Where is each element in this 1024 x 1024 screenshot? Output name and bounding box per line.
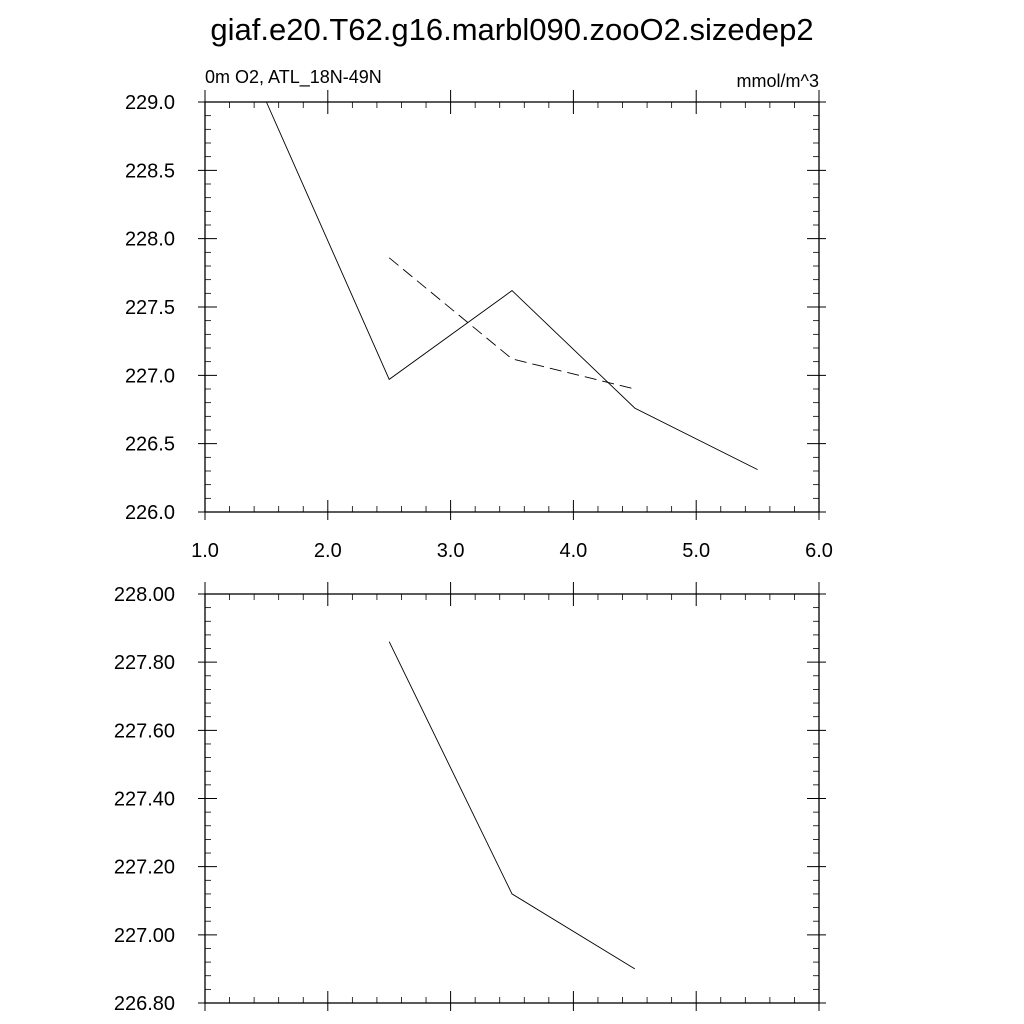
chart-top-x-tick-label: 6.0 (805, 540, 833, 562)
chart-top-series-dashed-line (388, 257, 635, 390)
chart-bottom-y-tick-label: 227.00 (114, 925, 175, 947)
chart-top-y-tick-label: 228.5 (125, 160, 175, 182)
chart-bottom-series-solid-line (388, 641, 636, 970)
chart-bottom-plot-frame (204, 593, 820, 1004)
chart-top-plot-frame (204, 101, 820, 513)
chart-top-series-solid-line (265, 101, 758, 471)
chart-top-y-tick-label: 227.0 (125, 365, 175, 387)
chart-top-y-tick-label: 229.0 (125, 92, 175, 114)
chart-top-axes: 1.0 2.0 3.0 4.0 5.0 6.0 226.0 226.5 227.0 227.5 22… (125, 90, 833, 562)
chart-top-series (265, 101, 758, 471)
chart-bottom-y-tick-label: 226.80 (114, 993, 175, 1015)
chart-bottom-y-tick-label: 227.60 (114, 720, 175, 742)
chart-bottom-y-tick-label: 227.80 (114, 652, 175, 674)
chart-bottom-y-tick-label: 228.00 (114, 584, 175, 606)
chart-top-x-tick-label: 2.0 (314, 540, 342, 562)
chart-top-y-tick-label: 226.0 (125, 502, 175, 524)
chart-bottom-y-tick-label: 227.20 (114, 857, 175, 879)
chart-top-units-label: mmol/m^3 (737, 71, 819, 91)
chart-top-x-tick-label: 1.0 (191, 540, 219, 562)
chart-bottom-series (388, 641, 636, 970)
chart-top-x-tick-label: 4.0 (559, 540, 587, 562)
chart-top-left-label: 0m O2, ATL_18N-49N (205, 67, 382, 88)
chart-top-x-tick-label: 5.0 (682, 540, 710, 562)
chart-bottom-axes: 226.80 227.00 227.20 227.40 227.60 227.80 228.… (114, 582, 826, 1015)
chart-bottom-y-tick-label: 227.40 (114, 789, 175, 811)
chart-top-y-tick-label: 228.0 (125, 229, 175, 251)
chart-top: 0m O2, ATL_18N-49N mmol/m^3 1.0 2.0 3.0 4.0… (125, 67, 833, 562)
chart-top-x-tick-label: 3.0 (437, 540, 465, 562)
chart-top-y-tick-label: 226.5 (125, 434, 175, 456)
chart-bottom: 226.80 227.00 227.20 227.40 227.60 227.80 228.… (114, 582, 826, 1015)
page-title: giaf.e20.T62.g16.marbl090.zooO2.sizedep2 (210, 12, 813, 47)
chart-top-y-tick-label: 227.5 (125, 297, 175, 319)
